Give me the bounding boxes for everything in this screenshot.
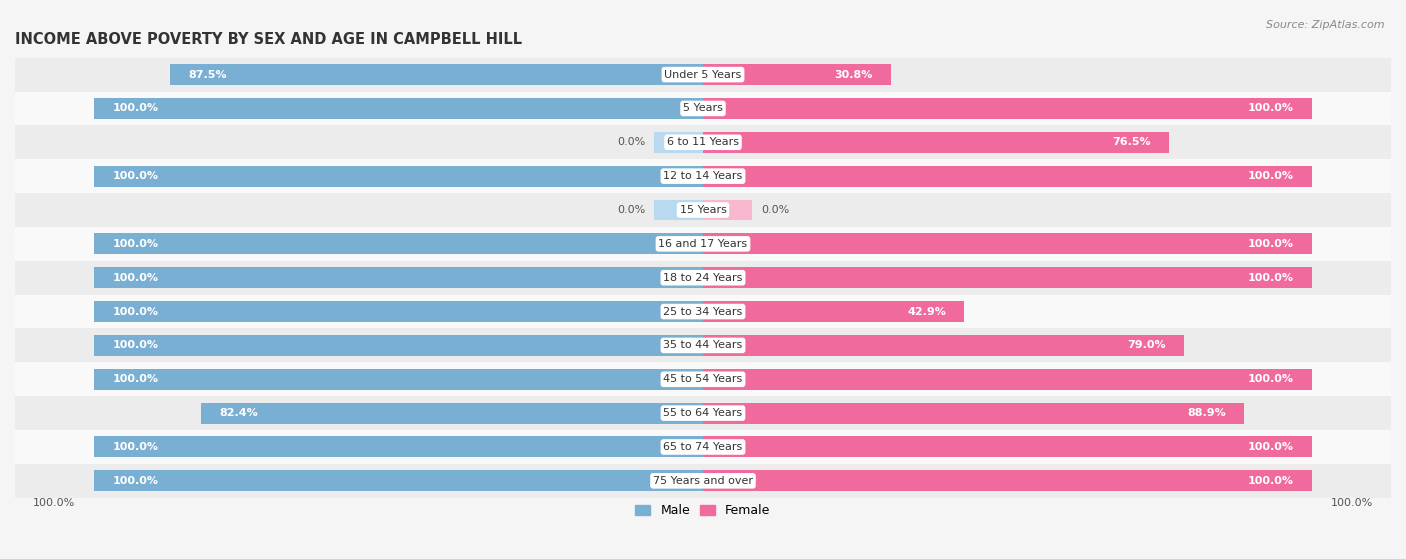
Bar xyxy=(703,335,1184,356)
Text: 6 to 11 Years: 6 to 11 Years xyxy=(666,138,740,147)
Text: 12 to 14 Years: 12 to 14 Years xyxy=(664,171,742,181)
Bar xyxy=(703,402,1244,424)
Bar xyxy=(170,64,703,85)
Text: 0.0%: 0.0% xyxy=(617,138,645,147)
Bar xyxy=(654,200,703,220)
Text: INCOME ABOVE POVERTY BY SEX AND AGE IN CAMPBELL HILL: INCOME ABOVE POVERTY BY SEX AND AGE IN C… xyxy=(15,32,522,47)
Bar xyxy=(3,430,1403,464)
Bar xyxy=(3,396,1403,430)
Text: 42.9%: 42.9% xyxy=(907,306,946,316)
Text: 100.0%: 100.0% xyxy=(1247,103,1294,113)
Text: 100.0%: 100.0% xyxy=(1330,499,1372,509)
Bar xyxy=(3,362,1403,396)
Text: 55 to 64 Years: 55 to 64 Years xyxy=(664,408,742,418)
Bar xyxy=(94,437,703,457)
Text: 25 to 34 Years: 25 to 34 Years xyxy=(664,306,742,316)
Text: Under 5 Years: Under 5 Years xyxy=(665,69,741,79)
Text: 100.0%: 100.0% xyxy=(112,306,159,316)
Text: 100.0%: 100.0% xyxy=(1247,476,1294,486)
Text: 100.0%: 100.0% xyxy=(1247,442,1294,452)
Bar xyxy=(3,58,1403,92)
Bar xyxy=(3,193,1403,227)
Text: 87.5%: 87.5% xyxy=(188,69,226,79)
Text: 100.0%: 100.0% xyxy=(112,171,159,181)
Text: 35 to 44 Years: 35 to 44 Years xyxy=(664,340,742,350)
Text: 100.0%: 100.0% xyxy=(112,103,159,113)
Text: 100.0%: 100.0% xyxy=(1247,375,1294,384)
Bar xyxy=(703,233,1312,254)
Text: 100.0%: 100.0% xyxy=(112,239,159,249)
Bar xyxy=(3,464,1403,498)
Bar xyxy=(94,301,703,322)
Bar xyxy=(703,301,965,322)
Bar xyxy=(703,369,1312,390)
Text: 100.0%: 100.0% xyxy=(112,442,159,452)
Bar xyxy=(703,200,752,220)
Text: 16 and 17 Years: 16 and 17 Years xyxy=(658,239,748,249)
Text: 0.0%: 0.0% xyxy=(617,205,645,215)
Text: 100.0%: 100.0% xyxy=(112,375,159,384)
Bar xyxy=(654,132,703,153)
Bar xyxy=(703,470,1312,491)
Text: 100.0%: 100.0% xyxy=(112,340,159,350)
Text: 30.8%: 30.8% xyxy=(834,69,872,79)
Bar xyxy=(94,267,703,288)
Text: 79.0%: 79.0% xyxy=(1128,340,1166,350)
Text: 75 Years and over: 75 Years and over xyxy=(652,476,754,486)
Bar xyxy=(703,165,1312,187)
Bar xyxy=(201,402,703,424)
Bar xyxy=(94,233,703,254)
Bar xyxy=(3,125,1403,159)
Bar xyxy=(94,98,703,119)
Bar xyxy=(703,132,1168,153)
Text: 100.0%: 100.0% xyxy=(1247,239,1294,249)
Text: Source: ZipAtlas.com: Source: ZipAtlas.com xyxy=(1267,20,1385,30)
Text: 100.0%: 100.0% xyxy=(112,476,159,486)
Legend: Male, Female: Male, Female xyxy=(630,499,776,522)
Text: 82.4%: 82.4% xyxy=(219,408,259,418)
Text: 15 Years: 15 Years xyxy=(679,205,727,215)
Text: 76.5%: 76.5% xyxy=(1112,138,1150,147)
Bar xyxy=(94,369,703,390)
Bar xyxy=(703,267,1312,288)
Bar xyxy=(3,261,1403,295)
Text: 100.0%: 100.0% xyxy=(1247,171,1294,181)
Bar xyxy=(3,92,1403,125)
Text: 65 to 74 Years: 65 to 74 Years xyxy=(664,442,742,452)
Bar xyxy=(94,165,703,187)
Text: 18 to 24 Years: 18 to 24 Years xyxy=(664,273,742,283)
Bar xyxy=(703,437,1312,457)
Bar xyxy=(94,470,703,491)
Bar xyxy=(703,64,890,85)
Bar xyxy=(3,227,1403,261)
Text: 100.0%: 100.0% xyxy=(112,273,159,283)
Bar xyxy=(3,329,1403,362)
Text: 5 Years: 5 Years xyxy=(683,103,723,113)
Bar xyxy=(703,98,1312,119)
Text: 100.0%: 100.0% xyxy=(1247,273,1294,283)
Text: 0.0%: 0.0% xyxy=(761,205,789,215)
Text: 88.9%: 88.9% xyxy=(1187,408,1226,418)
Text: 100.0%: 100.0% xyxy=(34,499,76,509)
Bar xyxy=(3,295,1403,329)
Bar xyxy=(3,159,1403,193)
Bar xyxy=(94,335,703,356)
Text: 45 to 54 Years: 45 to 54 Years xyxy=(664,375,742,384)
